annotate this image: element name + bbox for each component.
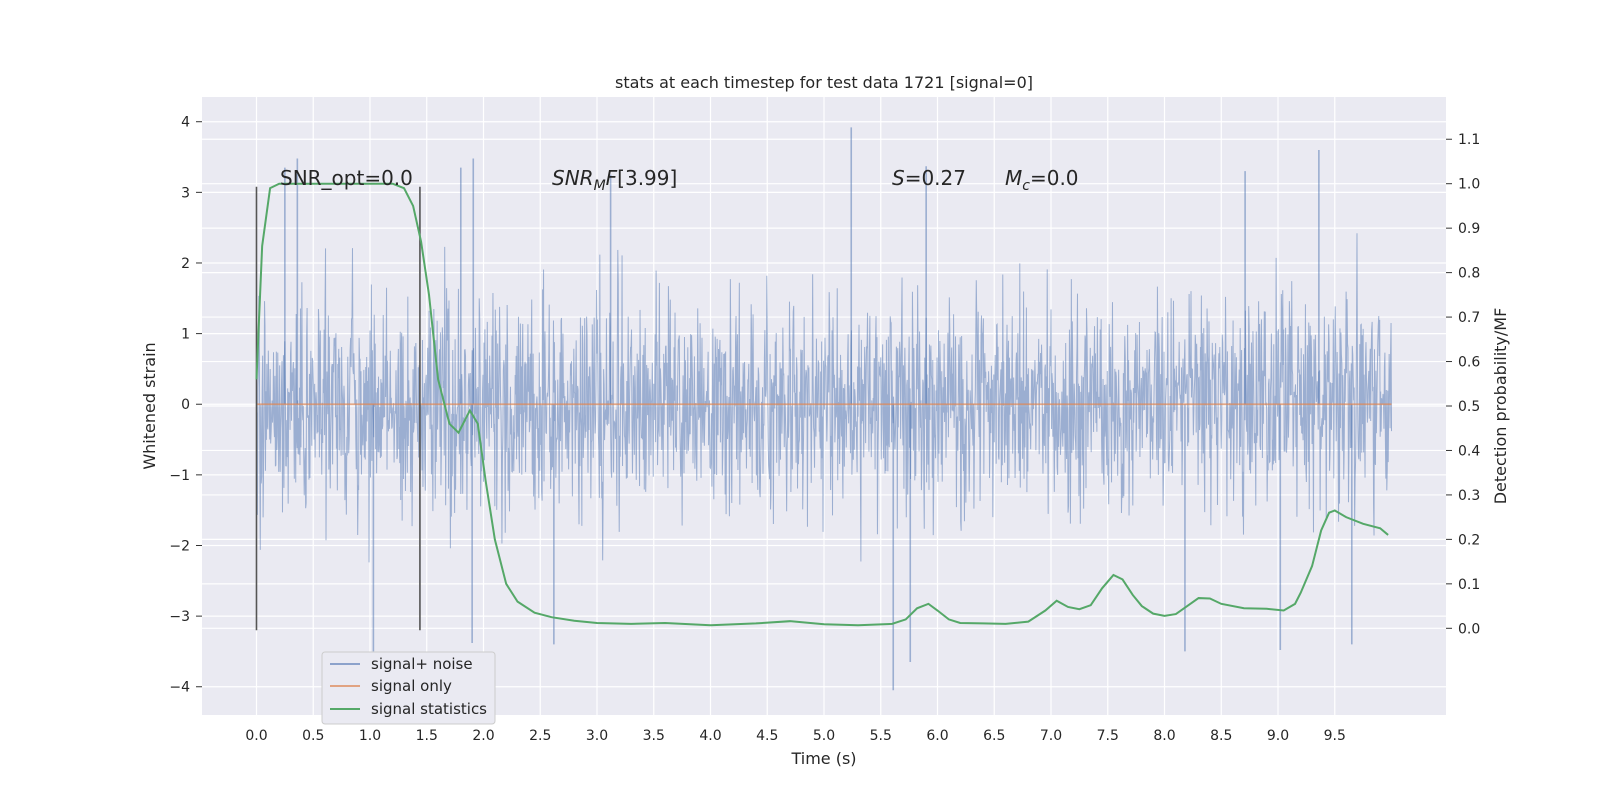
x-tick-label: 4.0: [699, 728, 721, 744]
x-tick-label: 0.5: [302, 728, 324, 744]
right-y-tick-label: 0.8: [1458, 266, 1480, 282]
x-tick-label: 3.0: [586, 728, 608, 744]
right-y-tick-label: 0.7: [1458, 310, 1480, 326]
right-y-tick-label: 1.0: [1458, 177, 1480, 193]
left-y-tick-label: 0: [181, 397, 190, 413]
left-y-tick-labels: 4 3 2 1 0 −1 −2 −3 −4: [169, 115, 190, 696]
right-y-tick-label: 0.4: [1458, 443, 1480, 459]
left-y-tick-label: 3: [181, 185, 190, 201]
left-y-tick-label: 4: [181, 115, 190, 131]
right-y-tick-label: 0.0: [1458, 621, 1480, 637]
x-tick-label: 1.5: [416, 728, 438, 744]
x-tick-label: 5.0: [813, 728, 835, 744]
right-y-tick-label: 0.9: [1458, 221, 1480, 237]
left-y-tick-label: −4: [169, 680, 190, 696]
right-y-tick-label: 0.6: [1458, 355, 1480, 371]
s-annotation: S=0.27: [892, 166, 966, 190]
right-y-tick-label: 0.1: [1458, 577, 1480, 593]
x-tick-label: 9.0: [1267, 728, 1289, 744]
right-y-gridlines: [202, 138, 1452, 629]
x-tick-label: 3.5: [643, 728, 665, 744]
signal-statistics-series: [255, 182, 1389, 627]
signal-statistics-line: [255, 182, 1389, 627]
x-tick-label: 8.0: [1153, 728, 1175, 744]
signal-noise-series: [255, 127, 1393, 691]
right-y-tick-labels: 1.1 1.0 0.9 0.8 0.7 0.6 0.5 0.4 0.3 0.2 0.1 0.0: [1458, 132, 1480, 637]
right-y-tick-label: 0.5: [1458, 399, 1480, 415]
right-y-tick-label: 0.3: [1458, 488, 1480, 504]
right-y-tick-label: 0.2: [1458, 532, 1480, 548]
right-y-axis-label: Detection probability/MF: [1491, 308, 1510, 505]
x-tick-label: 4.5: [756, 728, 778, 744]
legend-label-signal-statistics: signal statistics: [371, 700, 487, 718]
x-tick-label: 9.5: [1324, 728, 1346, 744]
x-tick-label: 8.5: [1210, 728, 1232, 744]
chart-title: stats at each timestep for test data 172…: [615, 73, 1033, 92]
x-tick-labels: 0.0 0.5 1.0 1.5 2.0 2.5 3.0 3.5 4.0 4.5 5.0 5.5 6.0 6…: [245, 728, 1346, 744]
x-tick-label: 5.5: [870, 728, 892, 744]
legend-box: [321, 651, 496, 725]
signal-noise-trace: [255, 233, 1393, 563]
legend-label-signal-noise: signal+ noise: [371, 655, 473, 673]
x-tick-label: 7.0: [1040, 728, 1062, 744]
x-tick-label: 0.0: [245, 728, 267, 744]
x-tick-label: 2.0: [472, 728, 494, 744]
x-tick-label: 6.5: [983, 728, 1005, 744]
left-y-tick-label: −3: [169, 609, 190, 625]
x-tick-label: 1.0: [359, 728, 381, 744]
x-axis-label: Time (s): [790, 749, 856, 768]
legend: signal+ noise signal only signal statist…: [321, 651, 496, 725]
right-y-tick-label: 1.1: [1458, 132, 1480, 148]
left-y-tick-label: −1: [169, 468, 190, 484]
x-tick-label: 7.5: [1097, 728, 1119, 744]
snr-mf-annotation: SNRMF[3.99]: [552, 166, 677, 194]
left-y-tick-label: 2: [181, 256, 190, 272]
snr-opt-annotation: SNR_opt=0.0: [280, 166, 413, 190]
left-y-tick-label: −2: [169, 538, 190, 554]
vertical-markers: [255, 186, 421, 631]
x-tick-label: 2.5: [529, 728, 551, 744]
left-y-axis-label: Whitened strain: [140, 342, 159, 469]
left-y-tick-label: 1: [181, 327, 190, 343]
mc-annotation: Mc=0.0: [1005, 166, 1079, 194]
x-tick-label: 6.0: [926, 728, 948, 744]
legend-label-signal-only: signal only: [371, 677, 452, 695]
